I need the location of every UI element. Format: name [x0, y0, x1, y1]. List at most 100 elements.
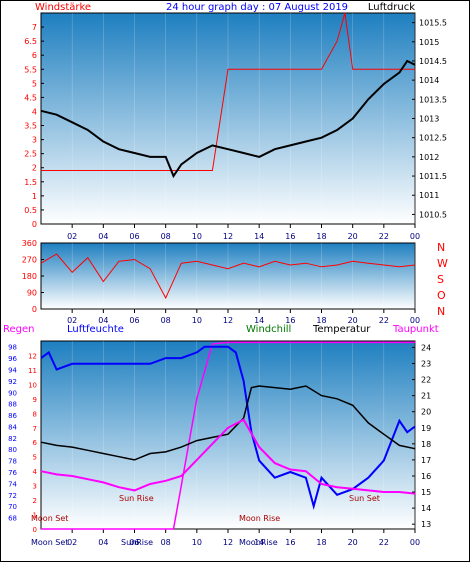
dir-tick-label: 180: [22, 272, 37, 281]
x-tick-label: 16: [285, 538, 295, 547]
x-tick-label: 00: [410, 538, 420, 547]
temp-tick-label: 18: [421, 440, 431, 449]
x-tick-label: 22: [379, 232, 389, 241]
left-tick-label: 6: [32, 51, 37, 60]
dir-tick-label: 360: [22, 239, 37, 248]
humidity-tick-label: 78: [8, 458, 17, 466]
humidity-tick-label: 82: [8, 435, 17, 443]
bottom-moon-set: Moon Set: [31, 538, 68, 547]
humidity-tick-label: 92: [8, 378, 17, 386]
temp-tick-label: 21: [421, 392, 431, 401]
x-tick-label: 06: [129, 538, 139, 547]
x-tick-label: 04: [98, 538, 108, 547]
temp-tick-label: 14: [421, 504, 431, 513]
temperature-line: [40, 385, 416, 461]
x-tick-label: 18: [316, 316, 326, 325]
x-tick-label: 10: [192, 316, 202, 325]
bottom-moonrise: MoonRise: [239, 538, 278, 547]
wind-label-s: S: [437, 273, 444, 286]
right-tick-label: 1015: [419, 38, 439, 47]
humidity-tick-label: 74: [8, 480, 17, 488]
left-tick-label: 5.5: [24, 65, 37, 74]
left-tick-label: 1: [32, 192, 37, 201]
chart-marks: 00.511.522.533.544.555.566.571010.510111…: [8, 12, 447, 547]
regen-tick-label: 1: [33, 512, 37, 520]
humidity-tick-label: 88: [8, 401, 17, 409]
temp-tick-label: 15: [421, 488, 431, 497]
left-tick-label: 5: [32, 79, 37, 88]
right-tick-label: 1014.5: [419, 57, 447, 66]
panel2-bg: [40, 242, 416, 310]
annotation-sun-set: Sun Set: [349, 494, 380, 503]
annotation-moon-set: Moon Set: [31, 514, 68, 523]
humidity-tick-label: 86: [8, 412, 17, 420]
x-tick-label: 06: [129, 232, 139, 241]
wind-label-n2: N: [437, 305, 445, 318]
dewpoint-line: [40, 418, 416, 495]
x-tick-label: 04: [98, 316, 108, 325]
header-center: 24 hour graph day : 07 August 2019: [166, 2, 348, 13]
x-tick-label: 08: [161, 538, 171, 547]
regen-tick-label: 9: [33, 396, 37, 404]
x-tick-label: 00: [410, 232, 420, 241]
left-tick-label: 4: [32, 107, 37, 116]
regen-tick-label: 10: [28, 381, 37, 389]
x-tick-label: 18: [316, 232, 326, 241]
left-tick-label: 0.5: [24, 206, 37, 215]
humidity-tick-label: 96: [8, 355, 17, 363]
dir-tick-label: 270: [22, 256, 37, 265]
temp-tick-label: 22: [421, 376, 431, 385]
regen-tick-label: 4: [33, 468, 38, 476]
right-tick-label: 1011.5: [419, 172, 447, 181]
x-tick-label: 00: [410, 316, 420, 325]
x-tick-label: 02: [67, 316, 77, 325]
temp-tick-label: 20: [421, 408, 431, 417]
wind-label-n: N: [437, 241, 445, 254]
x-tick-label: 20: [348, 316, 358, 325]
x-tick-label: 16: [285, 316, 295, 325]
regen-tick-label: 6: [33, 439, 38, 447]
x-tick-label: 22: [379, 316, 389, 325]
humidity-tick-label: 94: [8, 366, 17, 374]
x-tick-label: 16: [285, 232, 295, 241]
regen-tick-label: 0: [33, 526, 37, 534]
regen-tick-label: 3: [33, 483, 37, 491]
right-tick-label: 1015.5: [419, 19, 447, 28]
right-tick-label: 1011: [419, 191, 439, 200]
regen-tick-label: 12: [28, 352, 37, 360]
left-tick-label: 6.5: [24, 37, 37, 46]
humidity-tick-label: 72: [8, 492, 17, 500]
regen-tick-label: 7: [33, 425, 37, 433]
regen-tick-label: 8: [33, 410, 37, 418]
regen-line: [41, 341, 415, 530]
x-tick-label: 12: [223, 232, 233, 241]
bottom-sunrise: SunRise: [121, 538, 153, 547]
humidity-tick-label: 76: [8, 469, 17, 477]
humidity-tick-label: 80: [8, 446, 17, 454]
x-tick-label: 20: [348, 538, 358, 547]
humidity-tick-label: 68: [8, 515, 17, 523]
x-tick-label: 18: [316, 538, 326, 547]
x-tick-label: 14: [254, 232, 264, 241]
label-windchill: Windchill: [246, 324, 291, 335]
wind-max-line: [41, 12, 415, 171]
label-temperatur: Temperatur: [312, 324, 371, 335]
right-tick-label: 1010.5: [419, 210, 447, 219]
pressure-line: [40, 59, 416, 179]
temp-tick-label: 24: [421, 343, 431, 352]
temp-tick-label: 13: [421, 520, 431, 529]
humidity-tick-label: 98: [8, 344, 17, 352]
x-tick-label: 14: [254, 316, 264, 325]
x-tick-label: 14: [254, 538, 264, 547]
temp-tick-label: 23: [421, 359, 431, 368]
label-luftfeuchte: Luftfeuchte: [67, 324, 124, 335]
x-tick-label: 12: [223, 316, 233, 325]
humidity-tick-label: 90: [8, 389, 17, 397]
x-tick-label: 06: [129, 316, 139, 325]
annotation-moon-rise: Moon Rise: [239, 514, 280, 523]
regen-tick-label: 2: [33, 497, 37, 505]
x-tick-label: 10: [192, 232, 202, 241]
wind-direction-line: [40, 253, 416, 300]
